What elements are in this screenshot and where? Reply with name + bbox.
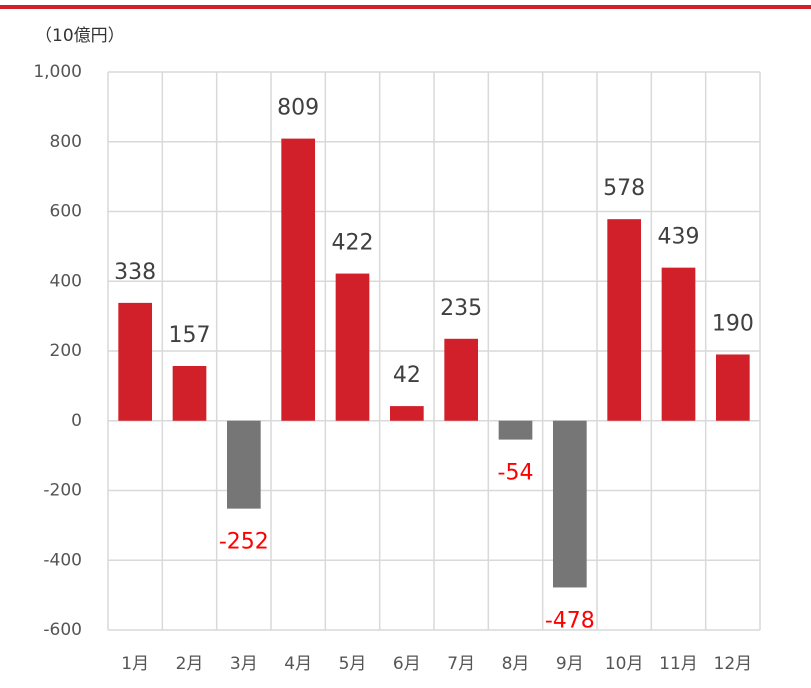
y-tick-label: 800 [50,132,82,152]
value-label: 235 [440,296,482,321]
y-tick-label: 0 [71,411,82,431]
x-tick-label: 3月 [230,654,258,674]
bar [607,219,642,421]
y-tick-label: 200 [50,341,82,361]
x-tick-label: 11月 [659,654,698,674]
value-label: 338 [114,260,156,285]
x-tick-label: 5月 [339,654,367,674]
y-tick-label: -600 [43,620,82,640]
unit-label: （10億円） [35,26,125,46]
bar [389,406,424,421]
x-tick-label: 1月 [121,654,149,674]
x-tick-label: 4月 [284,654,312,674]
bar [118,302,153,421]
value-label: 578 [603,176,645,201]
value-label: 190 [712,311,754,336]
value-label: -54 [498,461,534,486]
bar [552,420,587,588]
value-label: 157 [169,323,211,348]
bar [335,273,370,421]
x-tick-label: 2月 [176,654,204,674]
bar [444,338,479,421]
x-tick-label: 12月 [714,654,753,674]
bar [172,365,207,421]
top-rule [0,5,811,9]
x-tick-label: 8月 [502,654,530,674]
value-label: 439 [658,225,700,250]
value-label: 809 [277,96,319,121]
bar [715,354,750,421]
value-label: -252 [219,530,269,555]
y-tick-label: 400 [50,271,82,291]
y-tick-label: 600 [50,202,82,222]
value-label: 42 [393,363,421,388]
value-label: -478 [545,608,595,633]
bar [281,138,316,421]
y-tick-label: 1,000 [33,62,82,82]
x-tick-label: 10月 [605,654,644,674]
value-label: 422 [332,231,374,256]
y-tick-label: -200 [43,481,82,501]
x-tick-label: 7月 [447,654,475,674]
bar [226,420,261,509]
bar [498,420,533,440]
y-tick-label: -400 [43,550,82,570]
x-tick-label: 6月 [393,654,421,674]
bar [661,267,696,421]
x-tick-label: 9月 [556,654,584,674]
